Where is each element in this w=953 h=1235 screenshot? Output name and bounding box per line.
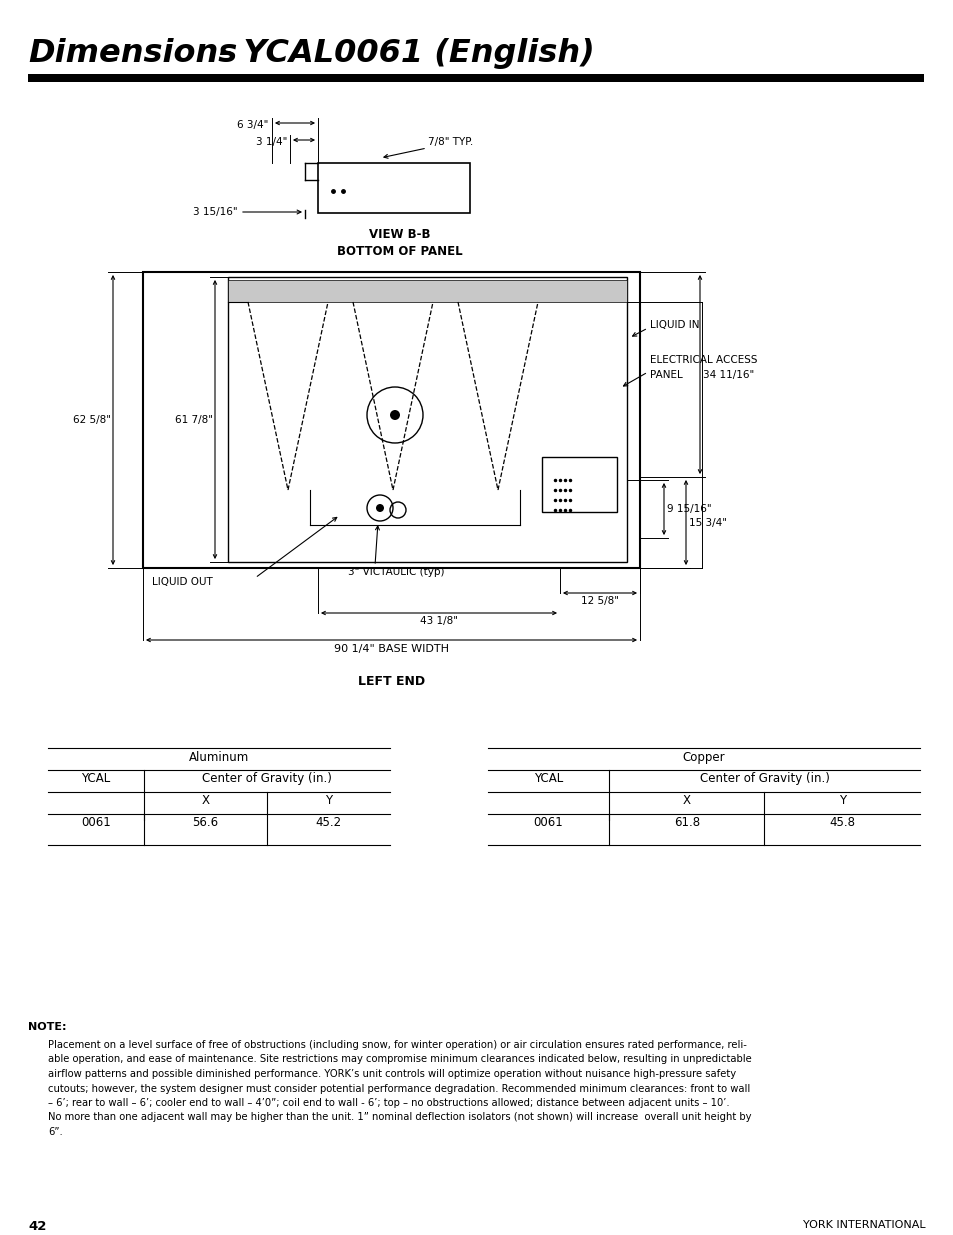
Text: NOTE:: NOTE:	[28, 1023, 67, 1032]
Text: 15 3/4": 15 3/4"	[688, 517, 726, 527]
Bar	[541, 457, 617, 513]
Text: 62 5/8": 62 5/8"	[73, 415, 111, 425]
Text: Y: Y	[325, 794, 332, 806]
Text: X: X	[682, 794, 690, 806]
Text: BOTTOM OF PANEL: BOTTOM OF PANEL	[336, 245, 462, 258]
Text: Center of Gravity (in.): Center of Gravity (in.)	[699, 772, 828, 785]
Text: No more than one adjacent wall may be higher than the unit. 1” nominal deflectio: No more than one adjacent wall may be hi…	[48, 1113, 751, 1123]
Text: PANEL: PANEL	[649, 370, 682, 380]
Text: 56.6: 56.6	[193, 816, 218, 829]
Text: 6”.: 6”.	[48, 1128, 63, 1137]
Text: able operation, and ease of maintenance. Site restrictions may compromise minimu: able operation, and ease of maintenance.…	[48, 1055, 751, 1065]
Text: cutouts; however, the system designer must consider potential performance degrad: cutouts; however, the system designer mu…	[48, 1083, 749, 1093]
Text: 3 15/16": 3 15/16"	[193, 207, 237, 217]
Text: LEFT END: LEFT END	[357, 676, 425, 688]
Text: - YCAL0061 (English): - YCAL0061 (English)	[208, 38, 594, 69]
Bar	[228, 277, 626, 562]
Text: 42: 42	[28, 1220, 47, 1233]
Text: YORK INTERNATIONAL: YORK INTERNATIONAL	[802, 1220, 925, 1230]
Text: 3 1/4": 3 1/4"	[255, 137, 287, 147]
Bar	[317, 163, 470, 212]
Text: 61.8: 61.8	[673, 816, 700, 829]
Text: Center of Gravity (in.): Center of Gravity (in.)	[202, 772, 332, 785]
Circle shape	[375, 504, 384, 513]
Text: 3" VICTAULIC (typ): 3" VICTAULIC (typ)	[348, 567, 444, 577]
Text: 9 15/16": 9 15/16"	[666, 504, 711, 514]
Text: ELECTRICAL ACCESS: ELECTRICAL ACCESS	[649, 354, 757, 366]
Text: Copper: Copper	[682, 751, 724, 764]
Text: 6 3/4": 6 3/4"	[236, 120, 268, 130]
Text: 34 11/16": 34 11/16"	[702, 369, 754, 379]
Text: Y: Y	[838, 794, 845, 806]
Text: 0061: 0061	[533, 816, 563, 829]
Circle shape	[390, 410, 399, 420]
Text: 7/8" TYP.: 7/8" TYP.	[428, 137, 473, 147]
Text: 61 7/8": 61 7/8"	[174, 415, 213, 425]
Text: Aluminum: Aluminum	[189, 751, 249, 764]
Text: X: X	[201, 794, 209, 806]
Text: 45.2: 45.2	[315, 816, 341, 829]
Bar	[28, 74, 923, 82]
Text: – 6’; rear to wall – 6’; cooler end to wall – 4’0”; coil end to wall - 6’; top –: – 6’; rear to wall – 6’; cooler end to w…	[48, 1098, 729, 1108]
Text: YCAL: YCAL	[534, 772, 562, 785]
Text: 12 5/8": 12 5/8"	[580, 597, 618, 606]
Text: 90 1/4" BASE WIDTH: 90 1/4" BASE WIDTH	[334, 643, 449, 655]
Text: Placement on a level surface of free of obstructions (including snow, for winter: Placement on a level surface of free of …	[48, 1040, 746, 1050]
Text: airflow patterns and possible diminished performance. YORK’s unit controls will : airflow patterns and possible diminished…	[48, 1070, 736, 1079]
Text: VIEW B-B: VIEW B-B	[369, 228, 431, 241]
Bar	[143, 272, 639, 568]
Bar	[228, 280, 626, 303]
Text: 43 1/8": 43 1/8"	[419, 616, 457, 626]
Text: LIQUID OUT: LIQUID OUT	[152, 577, 213, 587]
Text: Dimensions: Dimensions	[28, 38, 237, 69]
Text: YCAL: YCAL	[81, 772, 111, 785]
Text: LIQUID IN: LIQUID IN	[649, 320, 699, 330]
Text: 0061: 0061	[81, 816, 111, 829]
Text: 45.8: 45.8	[828, 816, 854, 829]
